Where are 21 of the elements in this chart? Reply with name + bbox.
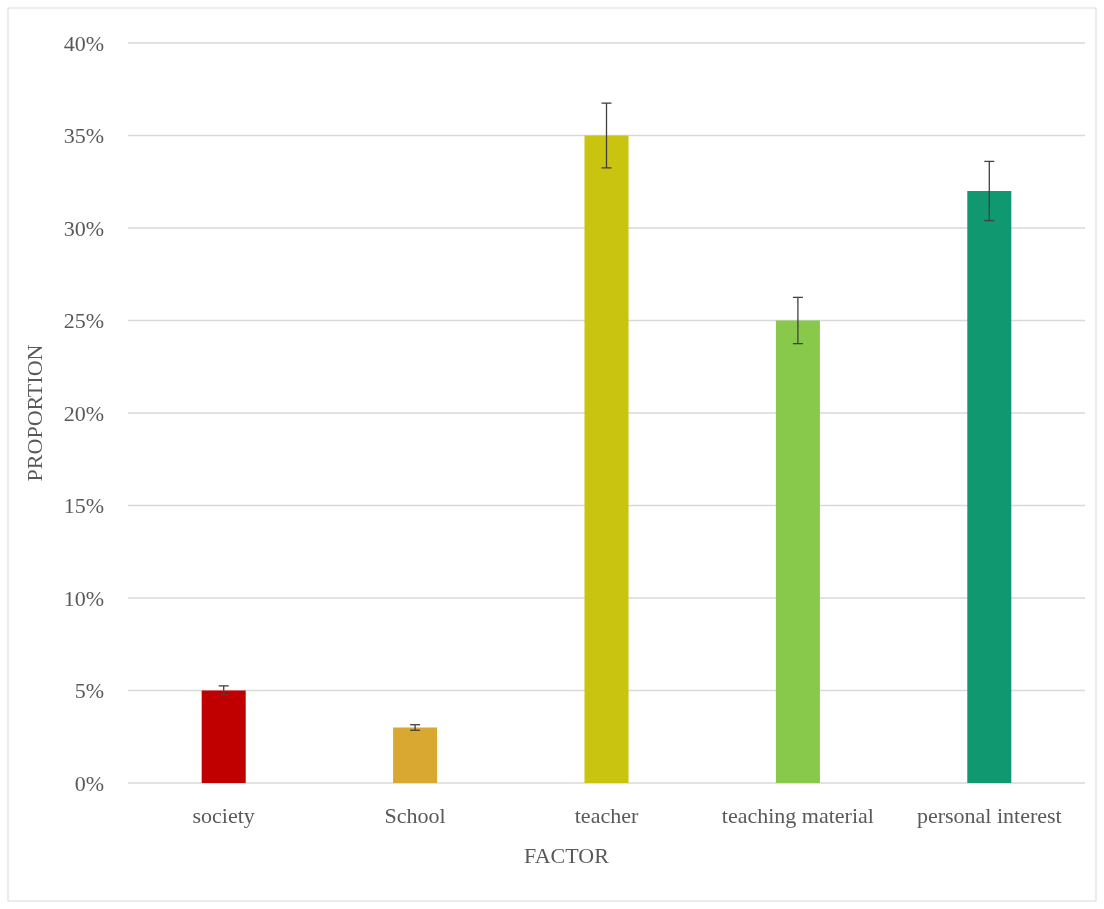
y-tick-label: 20%	[63, 400, 104, 426]
y-tick-label: 5%	[74, 678, 104, 704]
y-tick-label: 0%	[74, 770, 104, 796]
y-tick-label: 30%	[63, 215, 104, 241]
y-axis-title: PROPORTION	[22, 344, 47, 482]
x-tick-label: School	[384, 803, 446, 828]
y-tick-label: 40%	[63, 30, 104, 56]
x-axis-title: FACTOR	[524, 843, 610, 868]
y-tick-label: 35%	[63, 123, 104, 149]
y-tick-label: 15%	[63, 493, 104, 519]
x-tick-label: personal interest	[916, 803, 1062, 828]
x-tick-label: teacher	[574, 803, 639, 828]
bar	[393, 727, 438, 783]
bar	[967, 191, 1012, 783]
y-tick-label: 10%	[63, 585, 104, 611]
x-tick-label: society	[192, 803, 255, 828]
y-tick-label: 25%	[63, 308, 104, 334]
x-tick-label: teaching material	[721, 803, 874, 828]
bar	[775, 320, 820, 783]
bar	[584, 135, 629, 783]
bar	[201, 690, 246, 783]
